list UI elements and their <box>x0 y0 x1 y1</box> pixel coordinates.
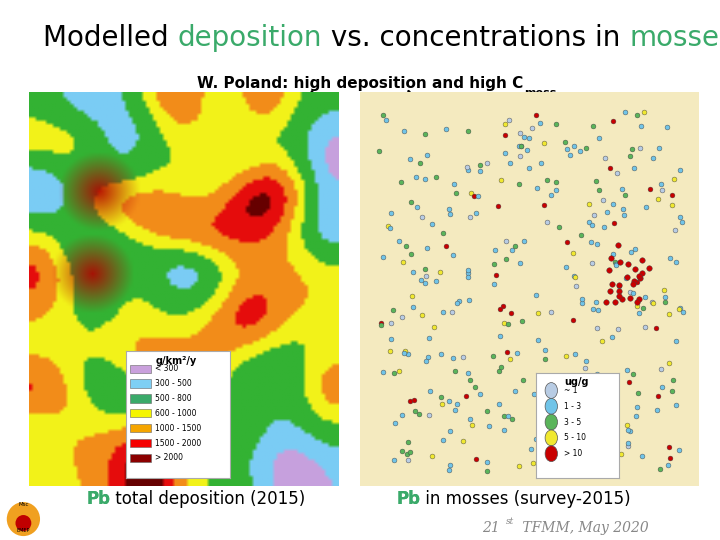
Bar <box>130 424 151 433</box>
Bar <box>130 454 151 462</box>
Text: 500 - 800: 500 - 800 <box>156 394 192 403</box>
Circle shape <box>6 502 40 536</box>
Bar <box>130 394 151 402</box>
Circle shape <box>545 430 557 446</box>
Bar <box>130 439 151 447</box>
Text: 600 - 1000: 600 - 1000 <box>156 409 197 418</box>
Text: Pb: Pb <box>86 490 110 509</box>
Text: Pb: Pb <box>396 490 420 509</box>
Text: ~ 1: ~ 1 <box>564 386 577 395</box>
Text: mosses: mosses <box>629 24 720 52</box>
Text: Pb: Pb <box>396 490 420 509</box>
Text: vs. concentrations in: vs. concentrations in <box>323 24 629 52</box>
Circle shape <box>545 414 557 430</box>
Text: g/km²/y: g/km²/y <box>156 356 197 366</box>
Text: deposition: deposition <box>178 24 323 52</box>
Text: < 300: < 300 <box>156 364 179 373</box>
Circle shape <box>545 383 557 399</box>
Text: Pb: Pb <box>86 490 110 509</box>
Text: Msc: Msc <box>18 502 29 507</box>
Text: 1000 - 1500: 1000 - 1500 <box>156 424 202 433</box>
Bar <box>130 380 151 388</box>
Text: > 2000: > 2000 <box>156 454 183 462</box>
Text: 3 - 5: 3 - 5 <box>564 417 581 427</box>
Text: st: st <box>505 517 513 526</box>
Circle shape <box>16 515 32 531</box>
Text: in mosses (survey-2015): in mosses (survey-2015) <box>420 490 631 509</box>
Circle shape <box>545 399 557 414</box>
Text: Modelled: Modelled <box>43 24 178 52</box>
Text: W. Poland: high deposition and high C: W. Poland: high deposition and high C <box>197 76 523 91</box>
Text: total deposition (2015): total deposition (2015) <box>110 490 306 509</box>
Text: 1 - 3: 1 - 3 <box>564 402 581 411</box>
Text: 5 - 10: 5 - 10 <box>564 434 586 442</box>
Circle shape <box>545 446 557 462</box>
Text: ug/g: ug/g <box>564 377 588 387</box>
Text: EMEP: EMEP <box>17 528 30 534</box>
Text: 300 - 500: 300 - 500 <box>156 379 192 388</box>
Text: TFMM, May 2020: TFMM, May 2020 <box>518 521 649 535</box>
Bar <box>130 364 151 373</box>
Text: 21: 21 <box>482 521 500 535</box>
Bar <box>130 409 151 417</box>
Text: moss: moss <box>525 89 557 98</box>
Text: > 10: > 10 <box>564 449 582 458</box>
Text: 1500 - 2000: 1500 - 2000 <box>156 438 202 448</box>
